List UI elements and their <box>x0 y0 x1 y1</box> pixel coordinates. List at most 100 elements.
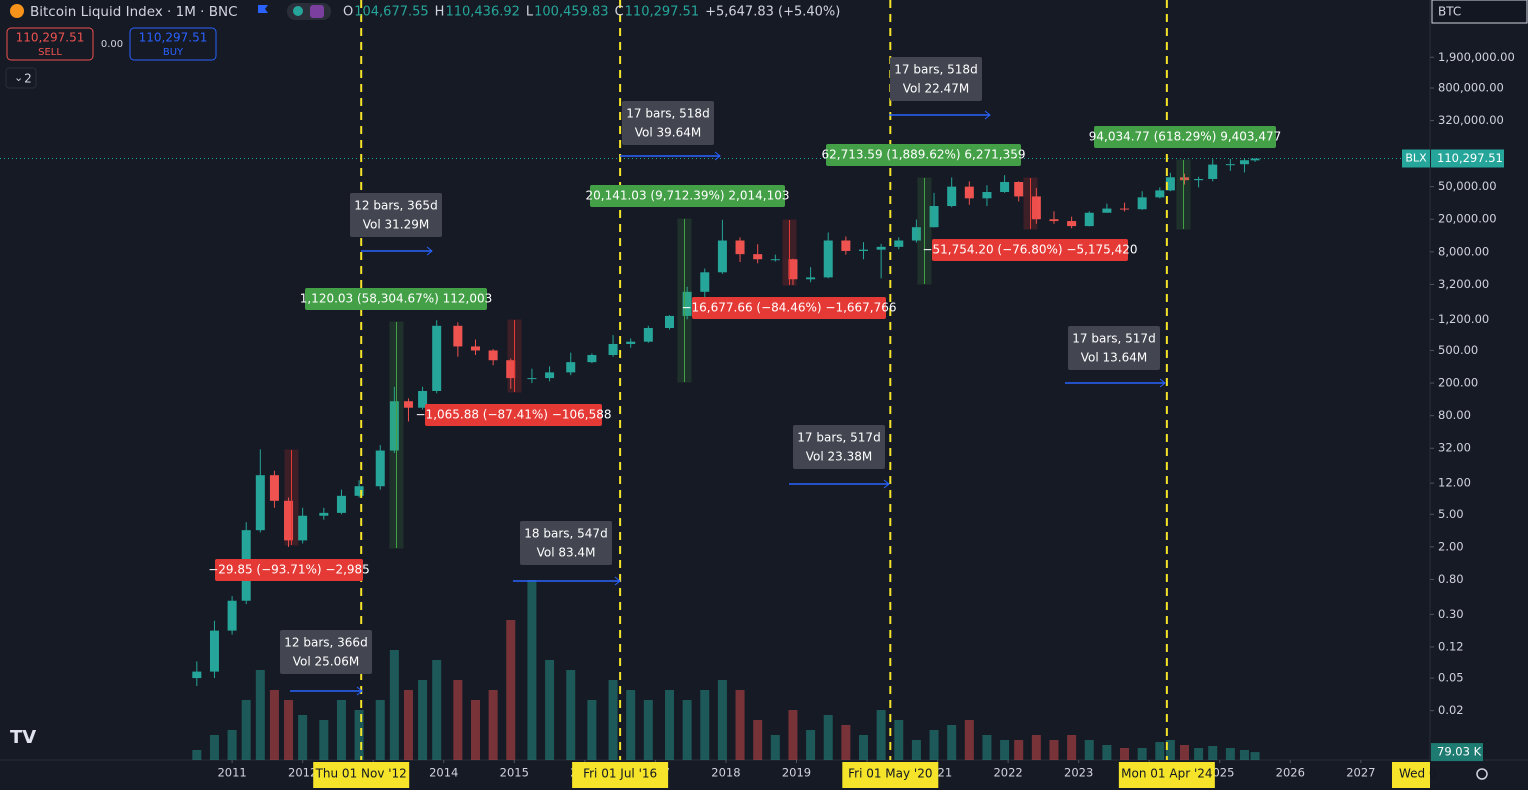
ohlc-value: 110,436.92 <box>445 5 519 20</box>
candle-body <box>788 259 798 280</box>
x-tick-label: 2026 <box>1276 766 1305 780</box>
candle-body <box>269 475 279 501</box>
ohlc-key: C <box>615 5 624 20</box>
date-range-bars: 17 bars, 517d <box>1072 332 1155 346</box>
date-range-bars: 17 bars, 517d <box>797 431 880 445</box>
candle-body <box>354 486 364 496</box>
volume-bar <box>964 720 974 760</box>
candle-body <box>1194 178 1204 181</box>
sell-button[interactable] <box>6 27 94 61</box>
date-range-box <box>793 425 885 469</box>
buy-button[interactable] <box>129 27 217 61</box>
volume-bar <box>1137 748 1147 760</box>
date-range-volume: Vol 25.06M <box>293 655 359 669</box>
candle-body <box>298 515 308 541</box>
date-range-box <box>350 193 442 237</box>
volume-bar <box>587 700 597 760</box>
volume-bar <box>284 700 294 760</box>
candle-body <box>506 360 516 379</box>
volume-bar <box>375 700 385 760</box>
candle-body <box>488 350 498 361</box>
ohlc-legend: O 104,677.55 H 110,436.92 L 100,459.83 C 110,29… <box>343 5 699 20</box>
candle-body <box>470 346 480 351</box>
volume-bar <box>823 715 833 760</box>
date-range-bars: 18 bars, 547d <box>524 527 607 541</box>
candle-body <box>336 495 346 513</box>
candle-body <box>545 372 555 379</box>
logo[interactable]: TV <box>10 727 36 748</box>
candle-body <box>1067 221 1077 227</box>
candle-body <box>566 362 576 373</box>
range-label: 94,034.77 (618.29%) 9,403,477 <box>1089 130 1282 144</box>
volume-bar <box>1000 740 1010 760</box>
volume-bar <box>894 720 904 760</box>
y-tick-label: 2.00 <box>1438 539 1464 553</box>
candle-body <box>1031 196 1041 220</box>
candle-body <box>682 291 692 316</box>
candle-body <box>717 240 727 273</box>
candle-body <box>841 240 851 251</box>
ticker-box[interactable] <box>1431 0 1528 24</box>
volume-bar <box>1102 745 1112 760</box>
volume-bar <box>859 735 869 760</box>
volume-bar <box>947 725 957 760</box>
date-range-volume: Vol 39.64M <box>635 126 701 140</box>
buy-label: BUY <box>163 47 184 58</box>
volume-bar <box>506 620 516 760</box>
candle-body <box>1165 177 1175 191</box>
volume-bar <box>1239 750 1249 760</box>
ohlc-key: O <box>343 5 353 20</box>
date-range-bars: 17 bars, 518d <box>894 63 977 77</box>
date-marker-box <box>572 762 669 788</box>
volume-bar <box>255 670 265 760</box>
volume-bar <box>432 660 442 760</box>
candle-body <box>1014 181 1024 197</box>
volume-bar <box>788 710 798 760</box>
candle-body <box>806 277 816 280</box>
y-tick-label: 200.00 <box>1438 376 1478 390</box>
sell-label: SELL <box>38 47 62 58</box>
y-tick-label: 12.00 <box>1438 476 1471 490</box>
candle-body <box>1049 219 1059 222</box>
volume-bar <box>354 710 364 760</box>
date-range-box <box>622 101 714 145</box>
volume-bar <box>1165 740 1175 760</box>
toggle-icon <box>310 5 324 18</box>
symbol: Bitcoin Liquid Index · 1M · BNC <box>30 4 238 20</box>
volume-bar <box>1250 752 1260 760</box>
indicators-toggle[interactable] <box>5 67 37 89</box>
price-tag: 110,297.51 <box>1437 151 1503 165</box>
date-range-box <box>1068 326 1160 370</box>
date-marker-label: Fri 01 May '20 <box>848 767 932 781</box>
candle-body <box>1120 208 1130 210</box>
flag-icon[interactable] <box>258 5 268 13</box>
date-range-box <box>280 630 372 674</box>
y-tick-label: 1,900,000.00 <box>1438 50 1515 64</box>
ohlc-value: 100,459.83 <box>534 5 608 20</box>
volume-bar <box>336 700 346 760</box>
date-range-box <box>890 57 982 101</box>
volume-bar <box>876 710 886 760</box>
range-label-box <box>826 144 1021 166</box>
volume-bar <box>1225 748 1235 760</box>
candle-body <box>375 450 385 487</box>
volume-bar <box>527 580 537 760</box>
candle-body <box>403 401 413 408</box>
volume-bar <box>418 680 428 760</box>
symbol-tag: BLX <box>1405 152 1427 165</box>
x-tick-label: 2012 <box>288 766 317 780</box>
volume-bar <box>1031 735 1041 760</box>
y-tick-label: 0.30 <box>1438 607 1464 621</box>
candle-body <box>1084 212 1094 227</box>
ohlc-key: H <box>435 5 445 20</box>
candle-body <box>432 325 442 391</box>
volume-bar <box>1084 740 1094 760</box>
date-marker-box <box>842 762 939 788</box>
settings-icon[interactable] <box>1476 768 1488 780</box>
volume-bar <box>192 750 202 760</box>
candle-body <box>453 325 463 347</box>
volume-tag-box <box>1431 743 1483 762</box>
ticker-text: BTC <box>1438 5 1461 19</box>
date-range-volume: Vol 23.38M <box>806 450 872 464</box>
